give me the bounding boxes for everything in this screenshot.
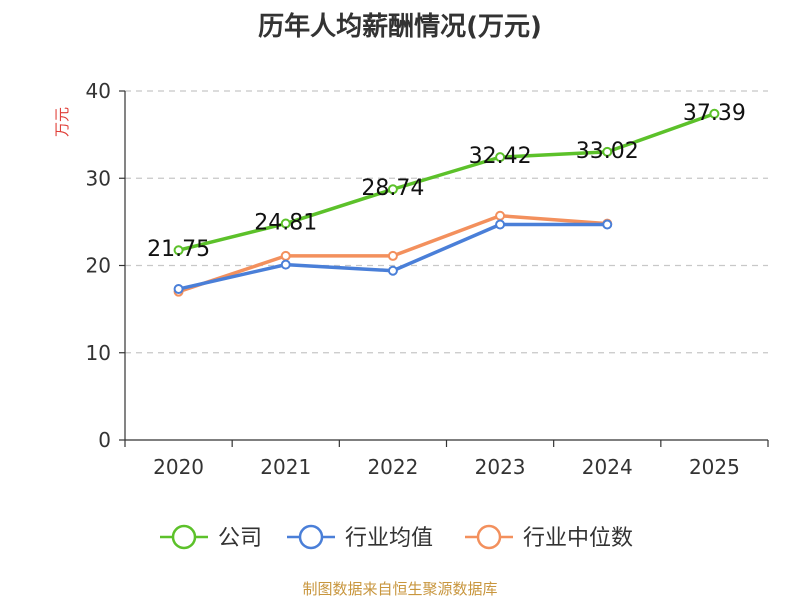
data-point[interactable]: [280, 259, 291, 270]
data-point[interactable]: [495, 210, 506, 221]
x-tick-label: 2024: [582, 455, 633, 479]
data-label: 37.39: [683, 101, 746, 126]
legend-swatch-marker: [171, 524, 197, 550]
x-tick-label: 2025: [689, 455, 740, 479]
data-label: 21.75: [147, 237, 210, 262]
x-tick-label: 2021: [260, 455, 311, 479]
data-point[interactable]: [280, 218, 291, 229]
data-point[interactable]: [387, 265, 398, 276]
data-point[interactable]: [387, 250, 398, 261]
chart-title: 历年人均薪酬情况(万元): [258, 12, 542, 42]
series-lines: [173, 108, 720, 297]
data-point[interactable]: [602, 219, 613, 230]
legend-label: 行业中位数: [523, 526, 633, 551]
legend-item[interactable]: 公司: [160, 524, 262, 551]
data-point[interactable]: [173, 245, 184, 256]
source-note: 制图数据来自恒生聚源数据库: [302, 580, 498, 598]
y-tick-label: 40: [86, 79, 111, 103]
y-tick-label: 0: [98, 428, 111, 452]
data-point[interactable]: [709, 108, 720, 119]
legend-label: 公司: [218, 526, 262, 551]
x-tick-label: 2020: [153, 455, 204, 479]
data-label: 32.42: [469, 144, 532, 169]
grid-lines: [125, 90, 768, 354]
legend[interactable]: 公司 行业均值 行业中位数: [160, 524, 633, 551]
data-point[interactable]: [280, 250, 291, 261]
series-line: [178, 112, 716, 252]
axes: 0 10 20 30 40 2020 2021 2022 2023 2024 2025: [86, 79, 769, 479]
data-point[interactable]: [495, 152, 506, 163]
data-point[interactable]: [173, 284, 184, 295]
y-tick-label: 10: [86, 341, 111, 365]
legend-item[interactable]: 行业均值: [287, 524, 433, 551]
y-tick-label: 30: [86, 166, 111, 190]
data-point[interactable]: [495, 219, 506, 230]
legend-swatch-marker: [476, 524, 502, 550]
data-label: 28.74: [361, 176, 424, 201]
data-labels: 21.75 24.81 28.74 32.42 33.02 37.39: [147, 101, 746, 262]
data-point[interactable]: [602, 146, 613, 157]
y-axis-label: 万元: [53, 107, 71, 137]
data-label: 24.81: [254, 211, 317, 236]
legend-label: 行业均值: [345, 526, 433, 551]
x-tick-label: 2023: [475, 455, 526, 479]
legend-swatch-marker: [298, 524, 324, 550]
y-tick-label: 20: [86, 254, 111, 278]
legend-item[interactable]: 行业中位数: [465, 524, 633, 551]
data-point[interactable]: [387, 184, 398, 195]
data-label: 33.02: [576, 139, 639, 164]
x-tick-label: 2022: [367, 455, 418, 479]
